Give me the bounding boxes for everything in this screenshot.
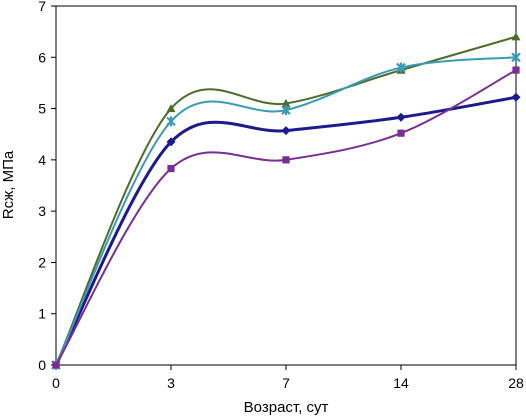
- data-point-triangle: [166, 104, 176, 113]
- series-layer: [51, 32, 521, 370]
- data-point-star: [511, 52, 521, 63]
- data-point-diamond: [166, 137, 176, 147]
- x-axis-title: Возраст, сут: [244, 399, 329, 416]
- data-point-diamond: [281, 126, 291, 136]
- data-point-square: [397, 129, 405, 137]
- plot-area: [55, 5, 517, 366]
- x-tick-label: 14: [393, 375, 409, 391]
- x-tick-label: 7: [282, 375, 290, 391]
- data-point-triangle: [281, 98, 291, 108]
- y-tick-label: 3: [38, 203, 46, 219]
- data-point-diamond: [396, 112, 406, 122]
- series-line: [54, 95, 517, 366]
- data-point-square: [52, 361, 60, 369]
- y-tick-label: 1: [38, 306, 46, 322]
- y-tick-label: 5: [38, 101, 46, 117]
- x-tick-label: 28: [508, 375, 524, 391]
- y-tick-label: 0: [38, 357, 46, 373]
- data-point-diamond: [511, 92, 521, 102]
- y-axis: 0 1 2 3 4 5 6 7: [38, 0, 56, 373]
- data-point-triangle: [511, 32, 521, 41]
- y-tick-label: 6: [38, 49, 46, 65]
- series-line: [55, 69, 517, 366]
- x-tick-label: 3: [167, 375, 175, 391]
- data-point-square: [512, 66, 520, 74]
- x-tick-label: 0: [52, 375, 60, 391]
- data-point-star: [396, 62, 406, 73]
- y-tick-label: 2: [38, 254, 46, 270]
- series-4: [52, 66, 520, 369]
- series-line: [55, 56, 517, 366]
- data-point-star: [281, 105, 291, 116]
- data-point-star: [166, 116, 176, 127]
- x-axis: 0 3 7 14 28: [52, 365, 524, 391]
- data-point-square: [282, 156, 290, 164]
- data-point-square: [167, 164, 175, 173]
- y-tick-label: 4: [38, 152, 46, 168]
- series-1: [51, 92, 521, 370]
- y-axis-title: Rсж, МПа: [0, 150, 17, 219]
- y-tick-label: 7: [38, 0, 46, 14]
